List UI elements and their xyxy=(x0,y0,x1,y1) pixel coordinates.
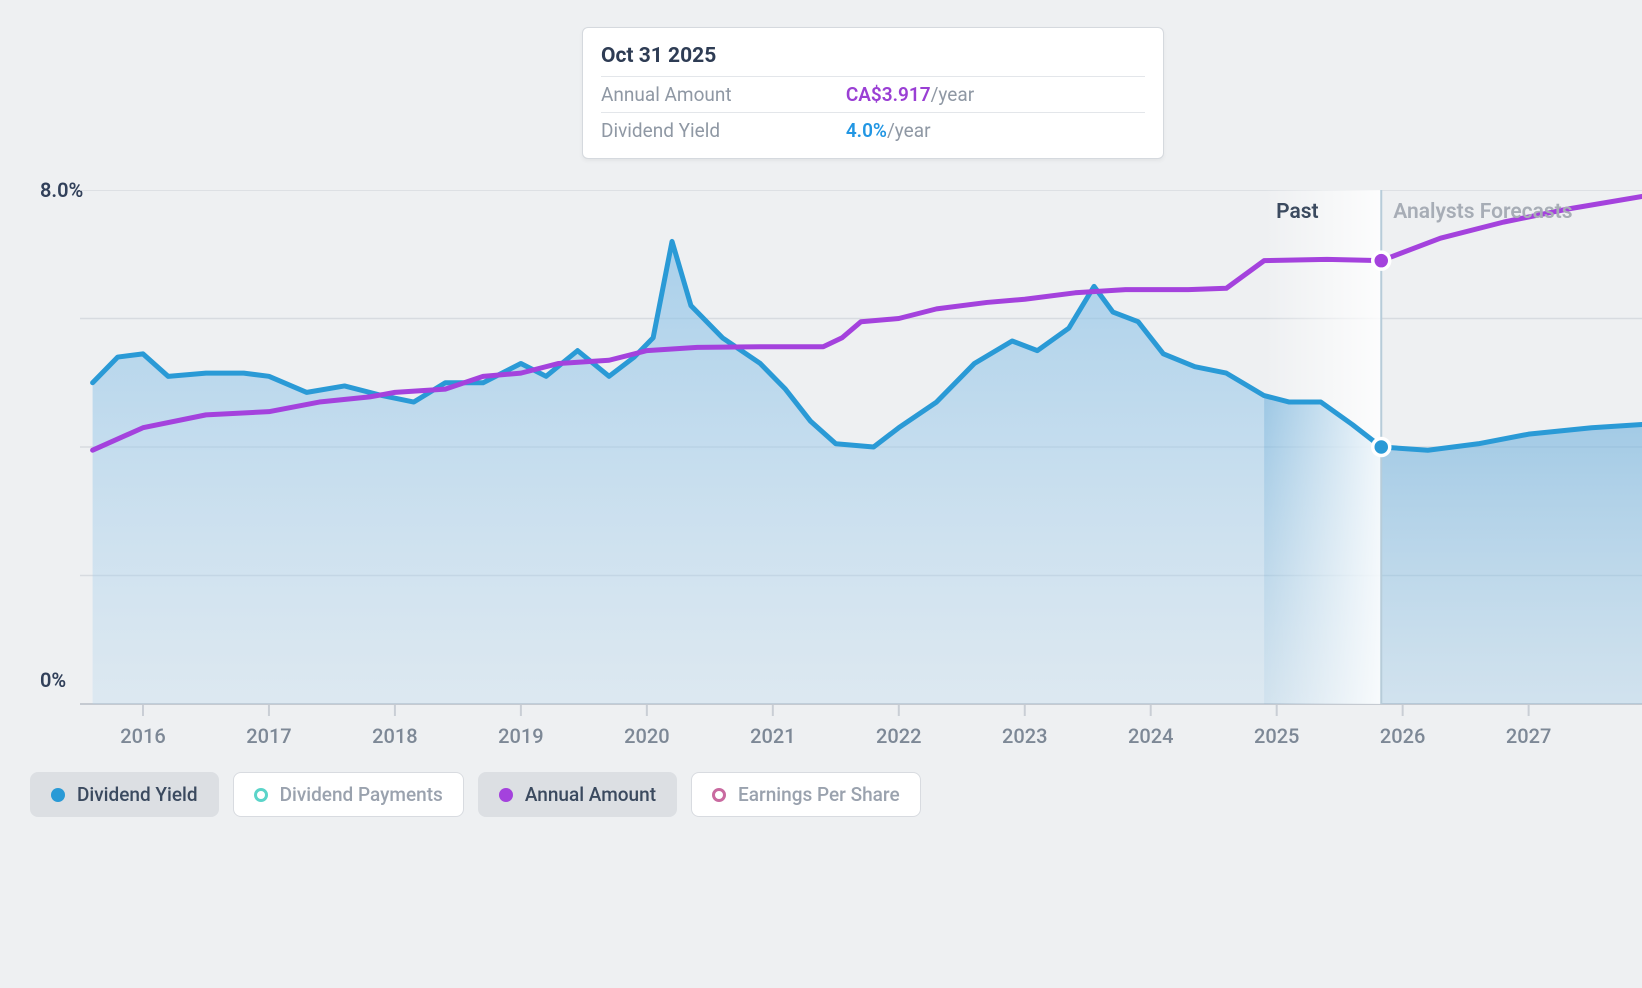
x-axis-tick-label: 2021 xyxy=(750,724,795,748)
x-axis-tick-label: 2026 xyxy=(1380,724,1425,748)
legend-annual-amount[interactable]: Annual Amount xyxy=(478,772,677,817)
legend-dot-icon xyxy=(51,788,65,802)
legend-earnings-per-share[interactable]: Earnings Per Share xyxy=(691,772,921,817)
tooltip-date: Oct 31 2025 xyxy=(601,44,1145,77)
legend-label: Earnings Per Share xyxy=(738,783,900,806)
legend-label: Annual Amount xyxy=(525,783,656,806)
tooltip-yield-unit: /year xyxy=(887,119,931,142)
legend-dot-icon xyxy=(499,788,513,802)
x-axis-tick-label: 2024 xyxy=(1128,724,1173,748)
forecast-zone-label: Analysts Forecasts xyxy=(1393,200,1572,224)
tooltip-amount-value: CA$3.917 xyxy=(846,83,931,106)
tooltip-amount-label: Annual Amount xyxy=(601,83,732,106)
x-axis-tick-label: 2027 xyxy=(1506,724,1551,748)
tooltip-amount-unit: /year xyxy=(931,83,975,106)
chart-tooltip: Oct 31 2025 Annual Amount CA$3.917/year … xyxy=(582,27,1164,159)
x-axis-tick-label: 2018 xyxy=(372,724,417,748)
legend-dividend-yield[interactable]: Dividend Yield xyxy=(30,772,219,817)
tooltip-row-amount: Annual Amount CA$3.917/year xyxy=(601,77,1145,113)
dividend-chart[interactable] xyxy=(80,190,1642,734)
legend-dividend-payments[interactable]: Dividend Payments xyxy=(233,772,464,817)
x-axis-tick-label: 2023 xyxy=(1002,724,1047,748)
tooltip-yield-label: Dividend Yield xyxy=(601,119,720,142)
x-axis-tick-label: 2020 xyxy=(624,724,669,748)
x-axis-tick-label: 2022 xyxy=(876,724,921,748)
tooltip-yield-value: 4.0% xyxy=(846,119,887,142)
legend-label: Dividend Payments xyxy=(280,783,443,806)
chart-legend: Dividend Yield Dividend Payments Annual … xyxy=(30,772,921,817)
x-axis-tick-label: 2016 xyxy=(120,724,165,748)
past-zone-label: Past xyxy=(1276,200,1319,224)
x-axis-tick-label: 2019 xyxy=(498,724,543,748)
x-axis-tick-label: 2025 xyxy=(1254,724,1299,748)
legend-open-dot-icon xyxy=(254,788,268,802)
legend-label: Dividend Yield xyxy=(77,783,198,806)
x-axis-tick-label: 2017 xyxy=(246,724,291,748)
legend-open-dot-icon xyxy=(712,788,726,802)
y-axis-label-max: 8.0% xyxy=(40,178,83,202)
y-axis-label-min: 0% xyxy=(40,668,66,692)
tooltip-row-yield: Dividend Yield 4.0%/year xyxy=(601,113,1145,148)
